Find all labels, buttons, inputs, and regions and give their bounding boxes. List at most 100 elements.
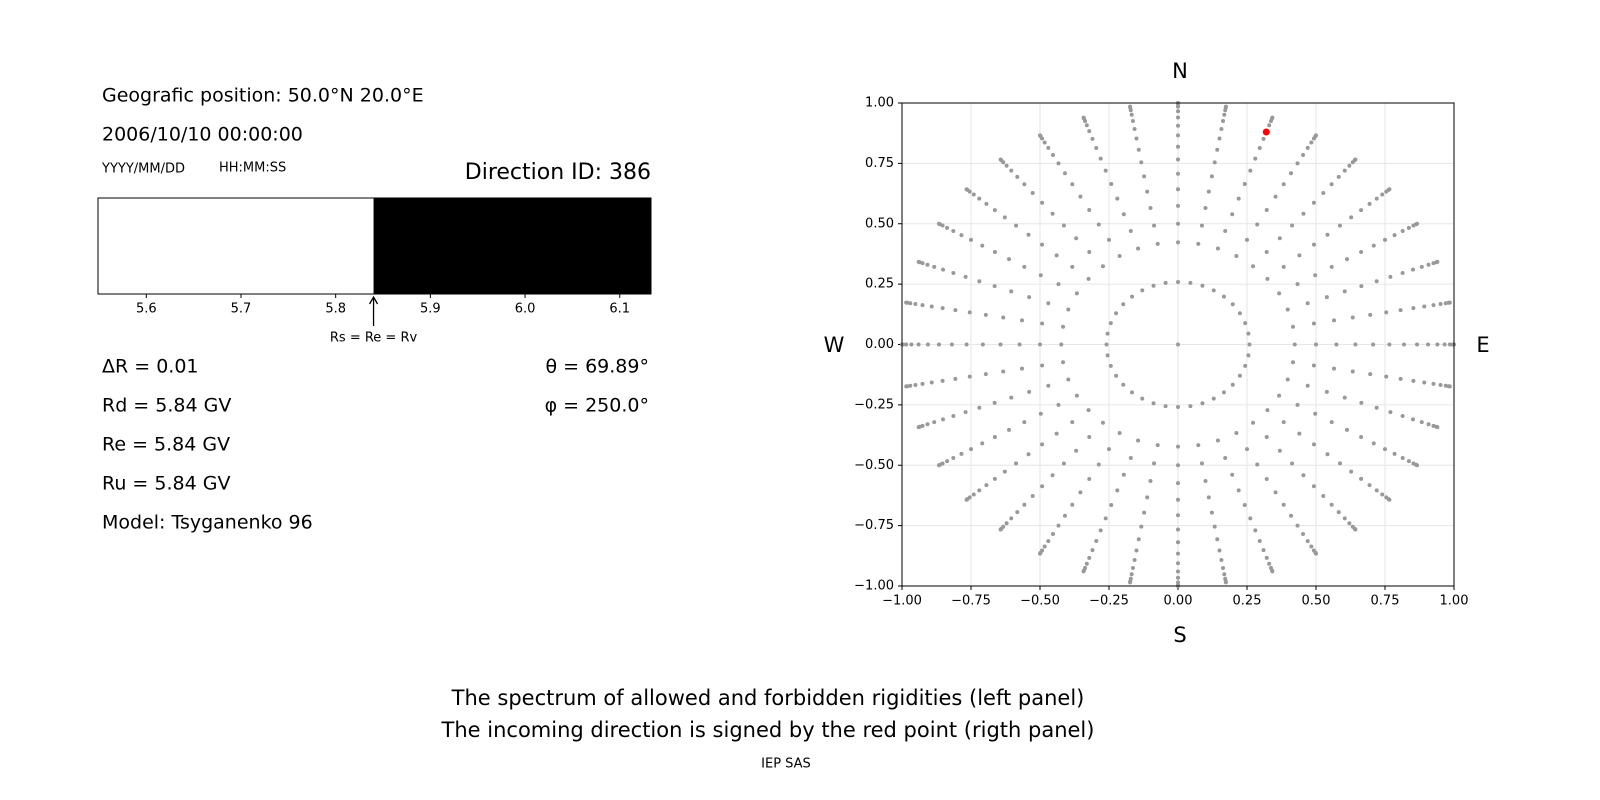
direction-point — [929, 304, 934, 309]
direction-point — [1042, 140, 1047, 145]
footer-line: The incoming direction is signed by the … — [441, 718, 1095, 742]
direction-point — [1281, 420, 1286, 425]
direction-point — [1086, 408, 1091, 413]
direction-point — [1163, 280, 1168, 285]
direction-point — [1094, 539, 1099, 544]
direction-point — [1128, 455, 1133, 460]
direction-point — [1086, 276, 1091, 281]
direction-point — [1301, 531, 1306, 536]
west-label: W — [824, 333, 845, 357]
direction-point — [1350, 315, 1355, 320]
direction-point — [1236, 196, 1241, 201]
direction-point — [1311, 200, 1316, 205]
y-tick-label: 0.75 — [865, 156, 894, 171]
direction-point — [1019, 366, 1024, 371]
direction-point — [1139, 524, 1144, 529]
direction-point — [1221, 390, 1226, 395]
x-tick-label: 1.00 — [1440, 594, 1469, 609]
direction-point — [1176, 497, 1180, 502]
direction-point — [1103, 168, 1108, 173]
direction-point — [1050, 473, 1055, 478]
direction-point — [1087, 250, 1092, 255]
direction-point — [1297, 253, 1302, 258]
direction-point — [1329, 182, 1334, 187]
direction-point — [1084, 123, 1089, 128]
direction-point — [1337, 461, 1342, 466]
direction-point — [1359, 284, 1364, 289]
direction-point — [1371, 243, 1376, 248]
y-tick-label: −0.75 — [854, 518, 894, 533]
direction-point — [1027, 389, 1032, 394]
direction-point — [1217, 136, 1222, 141]
direction-point — [1295, 523, 1300, 528]
direction-point — [1311, 363, 1316, 368]
direction-point — [1219, 557, 1224, 562]
y-tick-label: 1.00 — [865, 96, 894, 111]
direction-point — [1040, 442, 1045, 447]
direction-point — [1155, 443, 1160, 448]
direction-point — [1056, 282, 1061, 287]
direction-point — [984, 201, 989, 206]
direction-point — [1359, 400, 1364, 405]
direction-point — [1359, 208, 1364, 213]
direction-point — [1030, 190, 1035, 195]
direction-point — [1422, 304, 1427, 309]
direction-point — [940, 306, 945, 311]
direction-point — [1359, 434, 1364, 439]
direction-point — [1212, 524, 1217, 529]
direction-point — [1245, 237, 1249, 242]
direction-point — [1074, 291, 1079, 296]
direction-point — [1277, 448, 1282, 453]
direction-point — [1438, 301, 1443, 306]
direction-point — [1061, 324, 1066, 329]
direction-point — [977, 196, 982, 201]
direction-point — [1136, 537, 1141, 542]
direction-point — [1200, 283, 1205, 288]
direction-point — [1136, 147, 1141, 152]
direction-point — [1117, 430, 1122, 435]
direction-point — [1084, 561, 1089, 566]
direction-point — [1221, 566, 1226, 571]
direction-point — [1253, 156, 1258, 161]
direction-point — [1290, 324, 1295, 329]
direction-point — [1215, 438, 1220, 443]
direction-point — [1130, 118, 1135, 123]
direction-point — [1203, 479, 1208, 484]
direction-point — [1264, 555, 1269, 560]
direction-point — [1019, 318, 1024, 323]
direction-point — [1223, 580, 1228, 585]
direction-point — [1040, 242, 1045, 247]
direction-point — [1176, 157, 1180, 162]
direction-point — [1342, 516, 1347, 521]
direction-point — [951, 270, 956, 275]
direction-point — [1115, 196, 1120, 201]
direction-point — [1295, 161, 1300, 166]
direction-point — [949, 342, 954, 347]
direction-point — [945, 459, 950, 464]
direction-point — [1176, 123, 1180, 128]
direction-point — [1374, 488, 1379, 493]
direction-point — [1234, 430, 1239, 435]
incoming-direction — [1262, 128, 1270, 136]
y-tick-label: 0.00 — [865, 337, 894, 352]
direction-point — [1176, 279, 1180, 284]
direction-point — [1415, 342, 1420, 347]
direction-point — [1007, 257, 1012, 262]
x-tick-label: 6.0 — [515, 302, 536, 317]
direction-point — [1236, 488, 1241, 493]
direction-point — [1215, 246, 1220, 251]
direction-point — [1267, 561, 1272, 566]
east-label: E — [1476, 333, 1489, 357]
direction-point — [1142, 510, 1147, 515]
direction-point — [1431, 381, 1436, 386]
direction-point — [1289, 171, 1294, 176]
direction-point — [1230, 212, 1235, 217]
direction-point — [1070, 420, 1075, 425]
direction-point — [1442, 342, 1447, 347]
direction-point — [1392, 451, 1397, 456]
time-format: HH:MM:SS — [219, 161, 286, 176]
direction-point — [1400, 270, 1405, 275]
direction-point — [1367, 201, 1372, 206]
direction-point — [1347, 163, 1352, 168]
x-tick-label: 0.00 — [1164, 594, 1193, 609]
